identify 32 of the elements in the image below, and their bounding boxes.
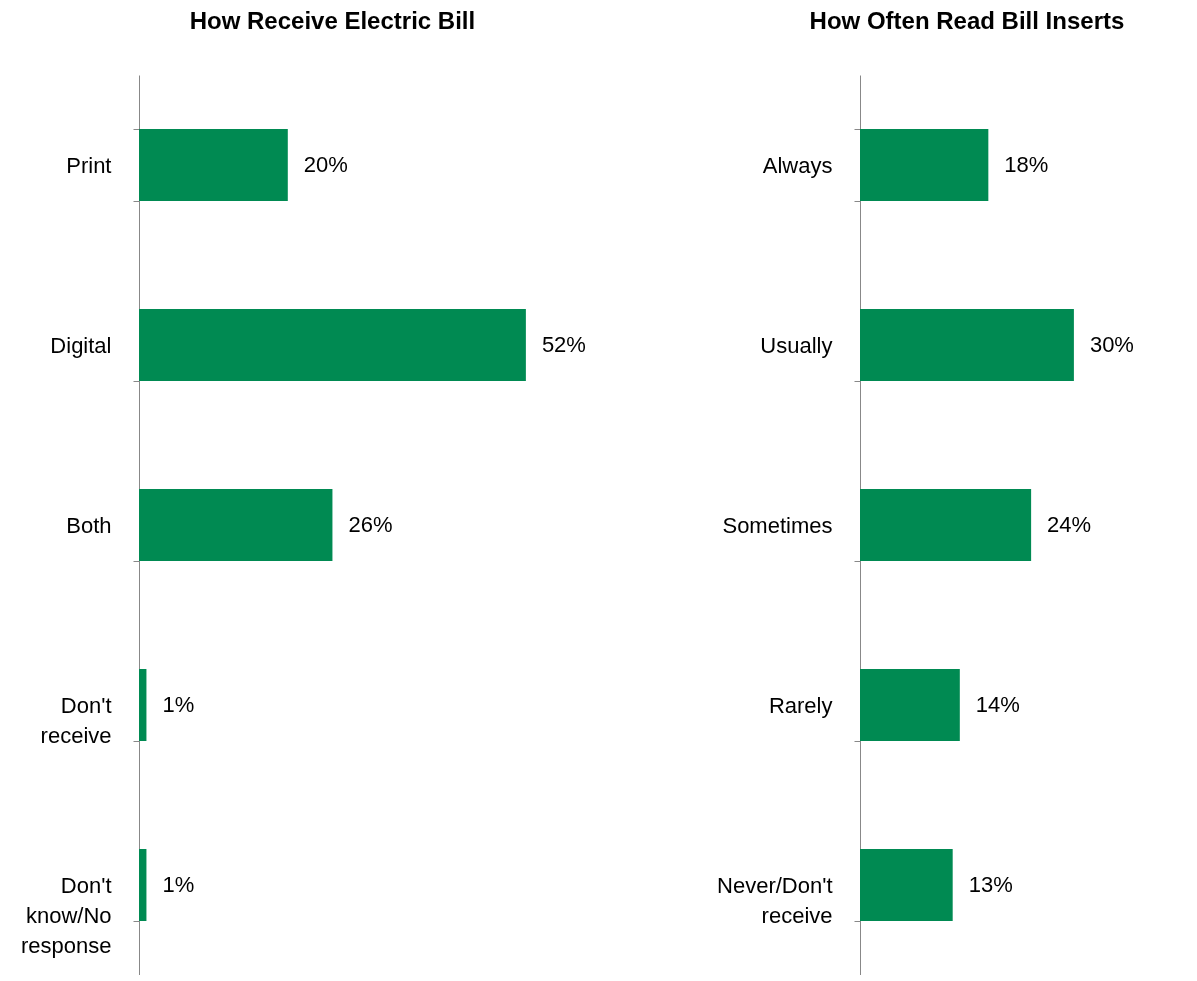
data-label: 30% [1089,332,1134,357]
y-tick-label: Never/Don't receive [717,872,833,928]
y-tick-label: Always [762,152,833,178]
y-tick-label: Rarely [768,692,833,718]
y-tick-label: Sometimes [722,512,833,538]
y-tick-label: Print [66,152,112,178]
data-label: 24% [1047,512,1092,537]
y-tick-label: Both [66,512,112,538]
bar [860,129,989,201]
chart-title: How Often Read Bill Inserts [809,7,1125,34]
y-tick-label: Don't know/No response [20,872,112,958]
bar [860,849,953,921]
data-label: 13% [968,872,1013,897]
bar [139,489,333,561]
chart-title: How Receive Electric Bill [189,7,476,34]
bar [860,309,1074,381]
data-label: 18% [1004,152,1049,177]
data-label: 14% [975,692,1020,717]
data-label: 20% [303,152,348,177]
data-label: 1% [162,872,195,897]
data-label: 26% [348,512,393,537]
bar [860,489,1032,561]
bar [860,669,960,741]
bar [139,129,288,201]
data-label: 52% [541,332,586,357]
bar [139,669,147,741]
y-tick-label: Usually [760,332,833,358]
y-tick-label: Don't receive [40,692,112,748]
data-label: 1% [162,692,195,717]
y-tick-label: Digital [50,332,112,358]
bar [139,849,147,921]
bar [139,309,526,381]
